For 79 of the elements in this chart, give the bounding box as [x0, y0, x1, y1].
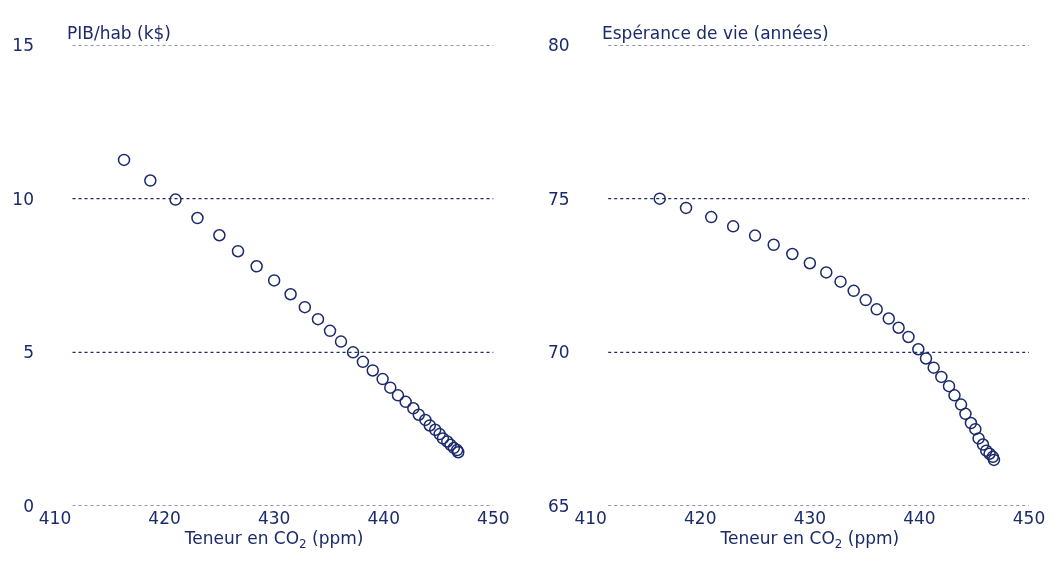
y-tick-label: 75	[548, 188, 570, 209]
point	[267, 274, 281, 287]
x-tick-label: 440	[903, 508, 936, 528]
point	[786, 247, 799, 261]
point	[376, 372, 389, 386]
point	[399, 395, 412, 409]
y-tick-label: 10	[12, 188, 34, 209]
x-tick-label: 410	[38, 508, 72, 528]
point	[117, 153, 131, 167]
point	[959, 407, 972, 421]
y-tick-label: 5	[23, 342, 34, 363]
point	[820, 266, 833, 279]
point	[859, 293, 872, 307]
point	[704, 210, 718, 224]
y-tick-label: 80	[548, 34, 570, 55]
point	[803, 256, 817, 270]
point	[311, 312, 325, 326]
point	[366, 364, 380, 377]
point	[441, 435, 454, 448]
point	[726, 220, 740, 233]
point	[882, 312, 895, 325]
x-tick-label: 430	[257, 508, 291, 528]
point	[213, 228, 226, 242]
x-tick-label: 450	[477, 508, 510, 528]
point	[407, 402, 420, 415]
point	[144, 174, 157, 187]
point	[748, 229, 762, 242]
point	[231, 244, 245, 258]
point	[969, 422, 982, 436]
point	[433, 427, 446, 441]
x-tick-label: 420	[148, 508, 181, 528]
y-axis-title: PIB/hab (k$)	[67, 23, 171, 43]
point	[972, 432, 985, 445]
point	[356, 355, 370, 369]
point	[423, 419, 436, 432]
point	[948, 389, 961, 402]
point	[847, 284, 860, 298]
point	[964, 416, 978, 430]
point	[912, 343, 925, 356]
point	[679, 201, 693, 215]
point	[902, 330, 915, 344]
point	[870, 303, 883, 316]
x-tick-label: 420	[684, 508, 717, 528]
y-tick-label: 70	[548, 342, 570, 363]
x-tick-label: 450	[1012, 508, 1046, 528]
y-tick-label: 0	[23, 495, 34, 516]
point	[834, 275, 847, 288]
x-axis-title: Teneur en CO$_{2}$ (ppm)	[183, 528, 364, 551]
point	[346, 346, 360, 359]
x-axis-title: Teneur en CO$_{2}$ (ppm)	[719, 528, 900, 551]
point	[169, 193, 182, 206]
point	[412, 408, 426, 421]
x-tick-label: 430	[793, 508, 827, 528]
point	[284, 288, 297, 301]
point	[919, 352, 933, 365]
point	[298, 300, 312, 314]
point	[767, 238, 780, 252]
point	[976, 438, 990, 451]
point	[191, 211, 204, 225]
point	[250, 260, 263, 273]
point	[419, 413, 432, 427]
point	[428, 423, 442, 437]
point	[942, 379, 956, 393]
point	[384, 381, 397, 394]
y-axis-title: Espérance de vie (années)	[602, 23, 829, 43]
point	[935, 370, 948, 384]
point	[954, 398, 968, 411]
point	[323, 324, 337, 338]
y-tick-label: 15	[12, 34, 34, 55]
point	[653, 192, 666, 205]
point	[334, 335, 348, 348]
point	[892, 321, 905, 334]
x-tick-label: 440	[367, 508, 400, 528]
point	[444, 438, 457, 452]
y-tick-label: 65	[548, 495, 570, 516]
x-tick-label: 410	[574, 508, 607, 528]
point	[927, 361, 940, 374]
point	[391, 389, 405, 402]
point	[436, 432, 450, 445]
